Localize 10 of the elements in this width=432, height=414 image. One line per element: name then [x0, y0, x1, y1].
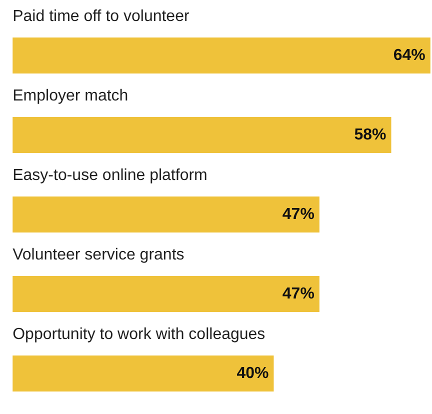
data-label: 58%	[354, 126, 386, 144]
y-tick-label: Paid time off to volunteer	[12, 8, 190, 25]
data-label: 40%	[236, 365, 269, 382]
y-tick-label: Opportunity to work with colleagues	[12, 326, 266, 343]
data-label: 64%	[393, 47, 426, 64]
data-label: 47%	[282, 286, 314, 302]
data-label: 47%	[282, 206, 314, 223]
y-tick-label: Employer match	[12, 88, 128, 104]
y-tick-label: Easy-to-use online platform	[12, 167, 208, 184]
y-tick-label: Volunteer service grants	[12, 246, 184, 264]
